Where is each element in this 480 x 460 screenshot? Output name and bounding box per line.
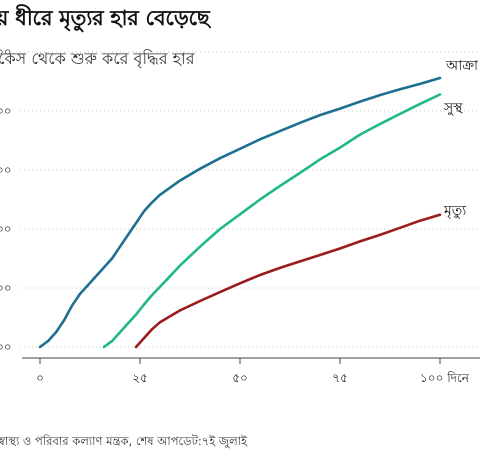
x-axis: ০ ২৫ ৫০ ৭৫ ১০০ দিনে [22, 357, 480, 385]
y-tick-label: ০০ [0, 45, 12, 59]
source-note: স্বাস্থ্য ও পরিবার কল্যাণ মন্ত্রক, শেষ আ… [0, 434, 248, 448]
y-tick-label: ০০ [0, 340, 12, 354]
x-tick-label: ০ [36, 371, 44, 385]
series-line [102, 93, 442, 349]
gridlines: ০০ ০০ ০০ ০০ ০০ ০০ [0, 45, 480, 354]
y-tick-label: ০০ [0, 163, 12, 177]
x-tick-label: ৫০ [232, 371, 248, 385]
series-label: মৃত্যু [443, 203, 467, 219]
chart-subtitle: কেস থেকে শুরু করে বৃদ্ধির হার [0, 49, 195, 68]
series-line [38, 76, 442, 349]
x-tick-label: ১০০ দিনে [420, 371, 470, 385]
series-label: সুস্থ [443, 100, 463, 116]
y-tick-label: ০০ [0, 281, 12, 295]
x-tick-label: ২৫ [132, 371, 148, 385]
series-labels: আক্রা সুস্থ মৃত্যু [443, 58, 479, 219]
series-line [134, 213, 442, 349]
chart-title: য় ধীরে মৃত্যুর হার বেড়েছে [0, 6, 210, 30]
y-tick-label: ০০ [0, 222, 12, 236]
y-tick-label: ০০ [0, 104, 12, 118]
series-lines [38, 76, 442, 349]
series-label: আক্রা [445, 58, 479, 74]
x-tick-label: ৭৫ [332, 371, 348, 385]
